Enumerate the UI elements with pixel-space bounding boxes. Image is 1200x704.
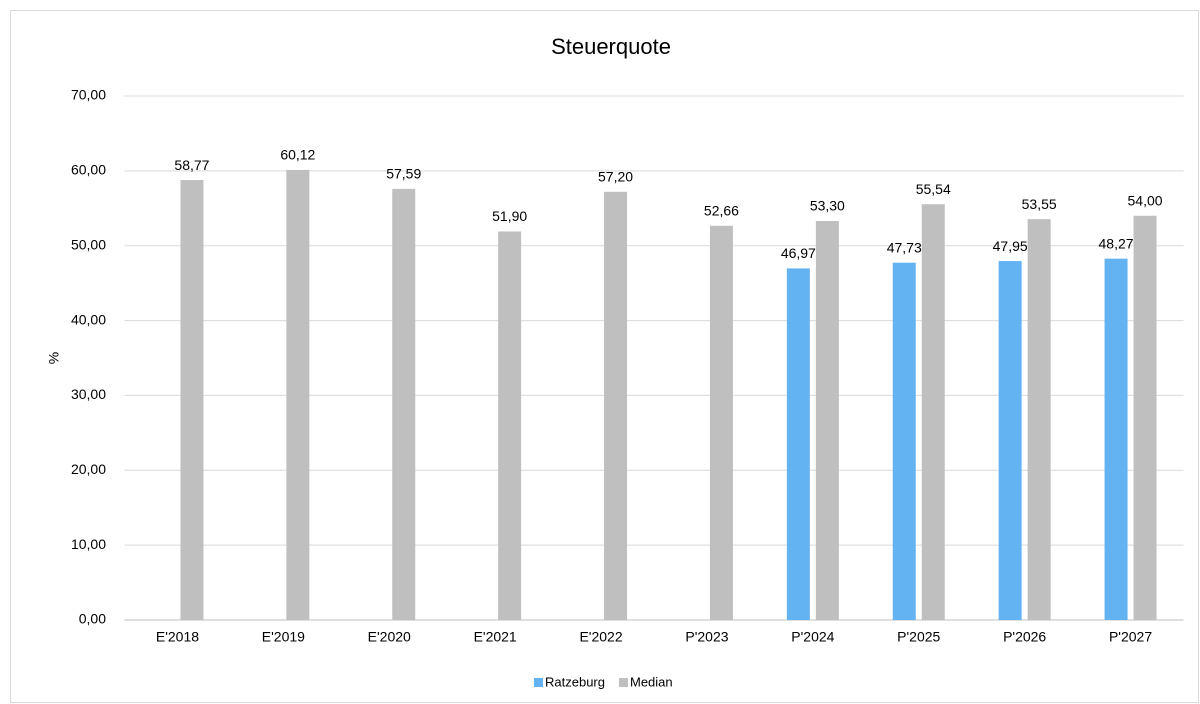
y-tick-label: 20,00	[71, 461, 106, 477]
bar	[709, 225, 733, 620]
data-label: 53,30	[810, 198, 845, 214]
bar	[1133, 215, 1157, 620]
bar	[892, 262, 916, 620]
data-label: 47,95	[993, 238, 1028, 254]
legend-swatch	[534, 678, 543, 687]
y-axis-label: %	[46, 352, 62, 364]
bar	[998, 261, 1022, 620]
x-tick-label: P'2026	[1003, 629, 1046, 645]
chart-title: Steuerquote	[551, 34, 671, 59]
y-tick-label: 10,00	[71, 536, 106, 552]
bar	[180, 180, 204, 620]
x-tick-label: E'2019	[262, 629, 305, 645]
x-tick-label: P'2023	[685, 629, 728, 645]
x-tick-label: E'2021	[474, 629, 517, 645]
data-label: 57,20	[598, 169, 633, 185]
data-label: 47,73	[887, 239, 922, 255]
x-tick-label: P'2025	[897, 629, 940, 645]
bar	[498, 231, 522, 620]
data-label: 53,55	[1022, 196, 1057, 212]
x-tick-label: P'2024	[791, 629, 834, 645]
y-tick-label: 0,00	[79, 611, 106, 627]
bar	[921, 204, 945, 621]
bar	[1027, 219, 1051, 620]
data-label: 58,77	[174, 157, 209, 173]
x-tick-label: P'2027	[1109, 629, 1152, 645]
bar	[604, 191, 628, 620]
y-tick-label: 70,00	[71, 87, 106, 103]
data-label: 51,90	[492, 208, 527, 224]
data-label: 55,54	[916, 181, 951, 197]
legend-label: Ratzeburg	[545, 674, 605, 689]
data-label: 48,27	[1099, 235, 1134, 251]
data-label: 46,97	[781, 245, 816, 261]
data-label: 57,59	[386, 166, 421, 182]
x-tick-label: E'2020	[368, 629, 411, 645]
bar	[815, 221, 839, 621]
y-tick-label: 60,00	[71, 162, 106, 178]
bar	[1104, 258, 1128, 620]
data-label: 60,12	[280, 147, 315, 163]
x-tick-label: E'2022	[579, 629, 622, 645]
data-label: 54,00	[1128, 192, 1163, 208]
data-label: 52,66	[704, 203, 739, 219]
x-tick-label: E'2018	[156, 629, 199, 645]
y-tick-label: 50,00	[71, 236, 106, 252]
legend-label: Median	[630, 674, 673, 689]
bar	[392, 188, 416, 621]
bar	[786, 268, 810, 620]
bar	[286, 169, 310, 620]
legend-swatch	[618, 678, 628, 687]
y-tick-label: 30,00	[71, 386, 106, 402]
y-tick-label: 40,00	[71, 311, 106, 327]
